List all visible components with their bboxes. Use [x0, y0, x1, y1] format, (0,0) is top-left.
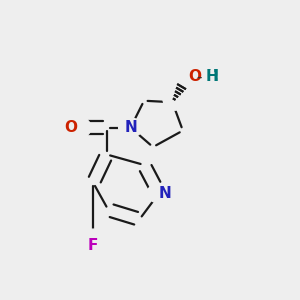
- Ellipse shape: [82, 229, 104, 247]
- Polygon shape: [174, 84, 185, 99]
- Ellipse shape: [194, 68, 216, 86]
- Ellipse shape: [173, 65, 202, 88]
- Text: O: O: [188, 69, 201, 84]
- Text: O: O: [188, 69, 201, 84]
- Text: O: O: [187, 69, 200, 84]
- Ellipse shape: [63, 116, 91, 139]
- Ellipse shape: [181, 69, 217, 85]
- Ellipse shape: [163, 69, 197, 110]
- Ellipse shape: [147, 184, 171, 203]
- Text: N: N: [159, 186, 172, 201]
- Ellipse shape: [118, 118, 142, 137]
- Text: H: H: [206, 69, 219, 84]
- Text: N: N: [124, 120, 137, 135]
- Text: H: H: [205, 69, 218, 84]
- Text: -: -: [196, 69, 201, 84]
- Text: F: F: [88, 238, 98, 253]
- Text: -: -: [196, 69, 201, 84]
- Text: O: O: [64, 120, 77, 135]
- Ellipse shape: [181, 69, 217, 85]
- Text: H: H: [206, 69, 219, 84]
